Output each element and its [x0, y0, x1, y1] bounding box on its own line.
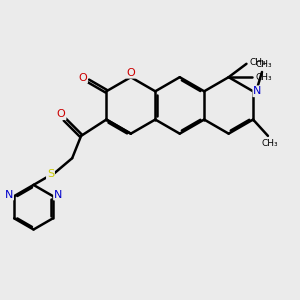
Text: N: N [254, 86, 262, 96]
Text: CH₃: CH₃ [255, 73, 272, 82]
Text: O: O [57, 109, 66, 119]
Text: N: N [5, 190, 13, 200]
Text: CH₃: CH₃ [249, 58, 266, 67]
Text: O: O [126, 68, 135, 78]
Text: S: S [47, 169, 54, 179]
Text: CH₃: CH₃ [261, 139, 278, 148]
Text: N: N [54, 190, 62, 200]
Text: O: O [78, 73, 87, 82]
Text: CH₃: CH₃ [255, 60, 272, 69]
